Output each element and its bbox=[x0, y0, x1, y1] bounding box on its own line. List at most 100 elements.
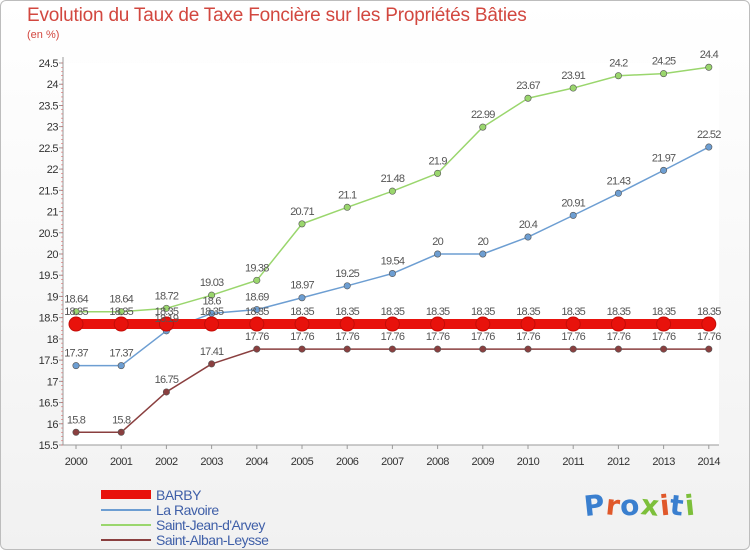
data-point-3 bbox=[208, 360, 216, 368]
data-point-1 bbox=[343, 282, 351, 290]
data-point-3 bbox=[117, 428, 125, 436]
data-point-3 bbox=[388, 345, 396, 353]
plot-area bbox=[63, 63, 719, 445]
data-label-3: 15.8 bbox=[67, 414, 86, 426]
data-label-0: 18.35 bbox=[652, 306, 676, 318]
data-label-2: 20.71 bbox=[290, 206, 314, 218]
data-label-3: 17.41 bbox=[200, 346, 224, 358]
data-point-3 bbox=[298, 345, 306, 353]
y-tick-label: 17 bbox=[47, 376, 59, 388]
data-label-3: 17.76 bbox=[652, 331, 676, 343]
data-point-1 bbox=[117, 362, 125, 370]
data-label-0: 18.35 bbox=[697, 306, 721, 318]
x-tick-label: 2006 bbox=[336, 456, 359, 468]
data-label-0: 18.35 bbox=[245, 306, 269, 318]
data-label-0: 18.35 bbox=[426, 306, 450, 318]
legend-label: Saint-Jean-d'Arvey bbox=[156, 516, 265, 533]
data-point-2 bbox=[208, 291, 216, 299]
data-point-1 bbox=[479, 250, 487, 258]
data-point-1 bbox=[434, 250, 442, 258]
data-point-3 bbox=[434, 345, 442, 353]
data-label-0: 18.35 bbox=[381, 306, 405, 318]
data-point-3 bbox=[614, 345, 622, 353]
y-tick-label: 22.5 bbox=[39, 143, 59, 155]
y-tick-label: 18.5 bbox=[39, 313, 59, 325]
x-tick-label: 2007 bbox=[381, 456, 404, 468]
y-tick-label: 21.5 bbox=[39, 185, 59, 197]
data-point-1 bbox=[524, 233, 532, 241]
data-label-3: 17.76 bbox=[561, 331, 585, 343]
data-label-3: 16.75 bbox=[155, 374, 179, 386]
data-point-2 bbox=[253, 276, 261, 284]
x-tick-label: 2004 bbox=[246, 456, 269, 468]
legend-swatch bbox=[101, 508, 151, 511]
data-label-0: 18.35 bbox=[471, 306, 495, 318]
data-point-2 bbox=[434, 169, 442, 177]
data-point-2 bbox=[524, 94, 532, 102]
data-point-0 bbox=[610, 316, 626, 332]
data-point-1 bbox=[253, 306, 261, 314]
data-label-3: 17.76 bbox=[607, 331, 631, 343]
y-tick-label: 15.5 bbox=[39, 440, 59, 452]
y-tick-label: 20 bbox=[47, 249, 59, 261]
x-tick-label: 2008 bbox=[426, 456, 449, 468]
data-point-1 bbox=[569, 211, 577, 219]
data-label-1: 17.37 bbox=[109, 348, 133, 360]
data-label-1: 20.91 bbox=[561, 197, 585, 209]
x-tick-label: 2001 bbox=[110, 456, 133, 468]
data-point-2 bbox=[388, 187, 396, 195]
data-point-0 bbox=[701, 316, 717, 332]
data-label-0: 18.35 bbox=[155, 306, 179, 318]
x-tick-label: 2000 bbox=[65, 456, 88, 468]
data-label-1: 22.52 bbox=[697, 129, 721, 141]
y-tick-label: 19 bbox=[47, 291, 59, 303]
legend-label: BARBY bbox=[156, 486, 201, 503]
data-label-2: 24.4 bbox=[700, 49, 719, 61]
legend-label: Saint-Alban-Leysse bbox=[156, 531, 269, 548]
legend-item-2: Saint-Jean-d'Arvey bbox=[101, 516, 268, 533]
data-point-2 bbox=[705, 63, 713, 71]
data-point-2 bbox=[569, 84, 577, 92]
data-label-2: 23.67 bbox=[516, 80, 540, 92]
x-tick-label: 2013 bbox=[652, 456, 675, 468]
x-tick-label: 2003 bbox=[200, 456, 223, 468]
data-point-0 bbox=[384, 316, 400, 332]
data-label-2: 21.9 bbox=[428, 155, 447, 167]
data-point-0 bbox=[294, 316, 310, 332]
data-label-1: 20.4 bbox=[519, 219, 538, 231]
y-tick-label: 17.5 bbox=[39, 355, 59, 367]
x-tick-label: 2011 bbox=[562, 456, 584, 468]
data-label-1: 18.69 bbox=[245, 292, 269, 304]
data-label-2: 22.99 bbox=[471, 109, 495, 121]
data-point-2 bbox=[162, 304, 170, 312]
data-point-1 bbox=[72, 362, 80, 370]
data-label-0: 18.35 bbox=[607, 306, 631, 318]
data-label-0: 18.35 bbox=[109, 306, 133, 318]
data-label-0: 18.35 bbox=[335, 306, 359, 318]
legend-swatch bbox=[101, 523, 151, 526]
data-point-2 bbox=[479, 123, 487, 131]
data-point-2 bbox=[343, 203, 351, 211]
data-point-3 bbox=[253, 345, 261, 353]
data-label-0: 18.35 bbox=[516, 306, 540, 318]
data-point-0 bbox=[68, 316, 84, 332]
data-point-0 bbox=[565, 316, 581, 332]
data-label-3: 17.76 bbox=[471, 331, 495, 343]
logo-letter: i bbox=[682, 488, 697, 523]
x-tick-label: 2010 bbox=[517, 456, 540, 468]
data-label-1: 18.6 bbox=[202, 295, 221, 307]
x-tick-label: 2009 bbox=[472, 456, 495, 468]
data-label-1: 17.37 bbox=[64, 348, 88, 360]
proxiti-logo: Proxiti bbox=[582, 488, 697, 523]
data-point-0 bbox=[249, 316, 265, 332]
legend-swatch bbox=[101, 490, 151, 499]
data-label-2: 24.25 bbox=[652, 56, 676, 68]
legend-item-0: BARBY bbox=[101, 486, 268, 503]
y-tick-label: 23.5 bbox=[39, 100, 59, 112]
data-point-0 bbox=[475, 316, 491, 332]
y-tick-label: 16 bbox=[47, 419, 59, 431]
data-label-1: 18.19 bbox=[155, 313, 179, 325]
data-point-3 bbox=[660, 345, 668, 353]
